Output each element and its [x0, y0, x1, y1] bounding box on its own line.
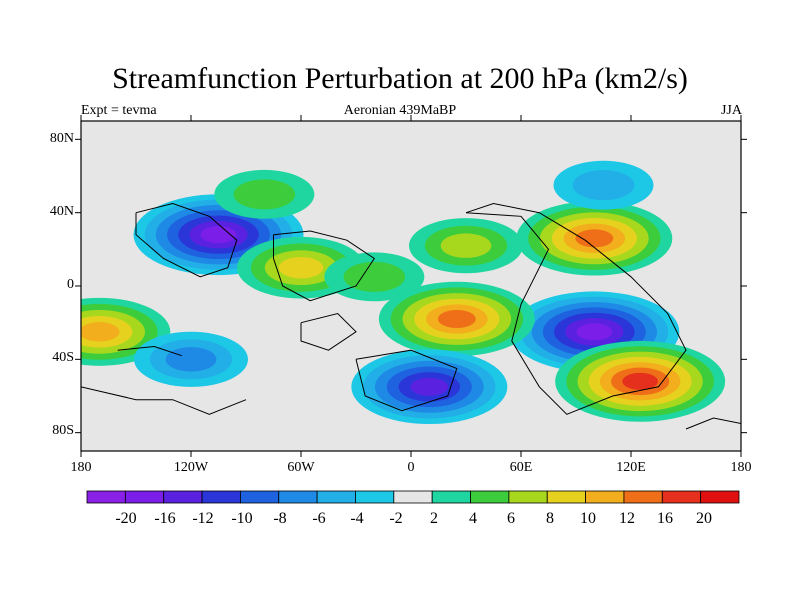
colorbar-label: -10 — [231, 510, 253, 527]
colorbar-label: -20 — [115, 510, 137, 527]
colorbar-swatch — [355, 490, 395, 504]
y-tick-label: 40S — [52, 350, 74, 365]
x-tick-label: 60W — [287, 460, 315, 475]
colorbar-label: -4 — [350, 510, 364, 527]
experiment-label: Expt = tevma — [81, 103, 157, 118]
colorbar-swatch — [316, 490, 356, 504]
colorbar-label: -6 — [312, 510, 326, 527]
y-tick-label: 80S — [52, 423, 74, 438]
colorbar-label: 4 — [469, 510, 477, 527]
contour-level — [165, 347, 217, 372]
colorbar-label: 2 — [430, 510, 438, 527]
colorbar-label: 12 — [619, 510, 635, 527]
colorbar-label: -12 — [192, 510, 214, 527]
contour-level — [437, 309, 476, 329]
colorbar-swatch — [163, 490, 203, 504]
colorbar-label: 20 — [696, 510, 712, 527]
coastline — [135, 202, 238, 278]
x-tick-label: 120E — [616, 460, 646, 475]
period-label: Aeronian 439MaBP — [343, 103, 457, 118]
colorbar-swatch — [201, 490, 241, 504]
contour-level — [343, 261, 406, 292]
coastline — [117, 345, 182, 357]
colorbar-swatch — [124, 490, 165, 504]
colorbar-swatch — [700, 490, 740, 504]
y-tick-label: 40N — [49, 204, 74, 219]
colorbar-label: -2 — [389, 510, 403, 527]
x-tick-label: 180 — [730, 460, 752, 475]
contour-field — [81, 160, 741, 430]
colorbar-swatch — [661, 490, 702, 504]
chart-title: Streamfunction Perturbation at 200 hPa (… — [112, 62, 688, 95]
x-tick-label: 180 — [70, 460, 92, 475]
contour-level — [278, 256, 324, 279]
colorbar-label: -16 — [154, 510, 176, 527]
colorbar-swatch — [393, 490, 433, 504]
y-tick-label: 80N — [49, 131, 74, 146]
colorbar-label: 8 — [546, 510, 554, 527]
x-tick-label: 120W — [173, 460, 209, 475]
contour-level — [576, 323, 613, 341]
contour-level — [575, 229, 614, 248]
contour-level — [410, 377, 449, 396]
contour-level — [81, 322, 120, 342]
colorbar-swatch — [508, 490, 548, 504]
colorbar-swatch — [470, 490, 510, 504]
colorbar-swatch — [431, 490, 471, 504]
contour-level — [440, 233, 492, 258]
colorbar-swatch — [240, 490, 280, 504]
colorbar-swatch — [278, 490, 318, 504]
colorbar-swatch — [623, 490, 663, 504]
colorbar-label: 6 — [507, 510, 515, 527]
contour-level — [572, 170, 635, 201]
coastline — [273, 230, 375, 302]
season-label: JJA — [720, 103, 742, 118]
colorbar-swatch — [86, 490, 126, 504]
x-tick-label: 0 — [407, 460, 415, 475]
x-tick-label: 60E — [509, 460, 533, 475]
coastline — [300, 312, 357, 351]
contour-level — [200, 226, 237, 244]
coastline — [81, 386, 247, 415]
colorbar-swatch — [546, 490, 586, 504]
colorbar-label: -8 — [273, 510, 287, 527]
coastline — [355, 349, 458, 412]
coastline — [465, 202, 687, 415]
colorbar-label: 10 — [580, 510, 596, 527]
y-tick-label: 0 — [67, 277, 74, 292]
contour-level — [233, 179, 296, 210]
colorbar-label: 16 — [657, 510, 673, 527]
colorbar-swatch — [585, 490, 625, 504]
coastline — [685, 417, 741, 430]
contour-level — [622, 372, 659, 390]
